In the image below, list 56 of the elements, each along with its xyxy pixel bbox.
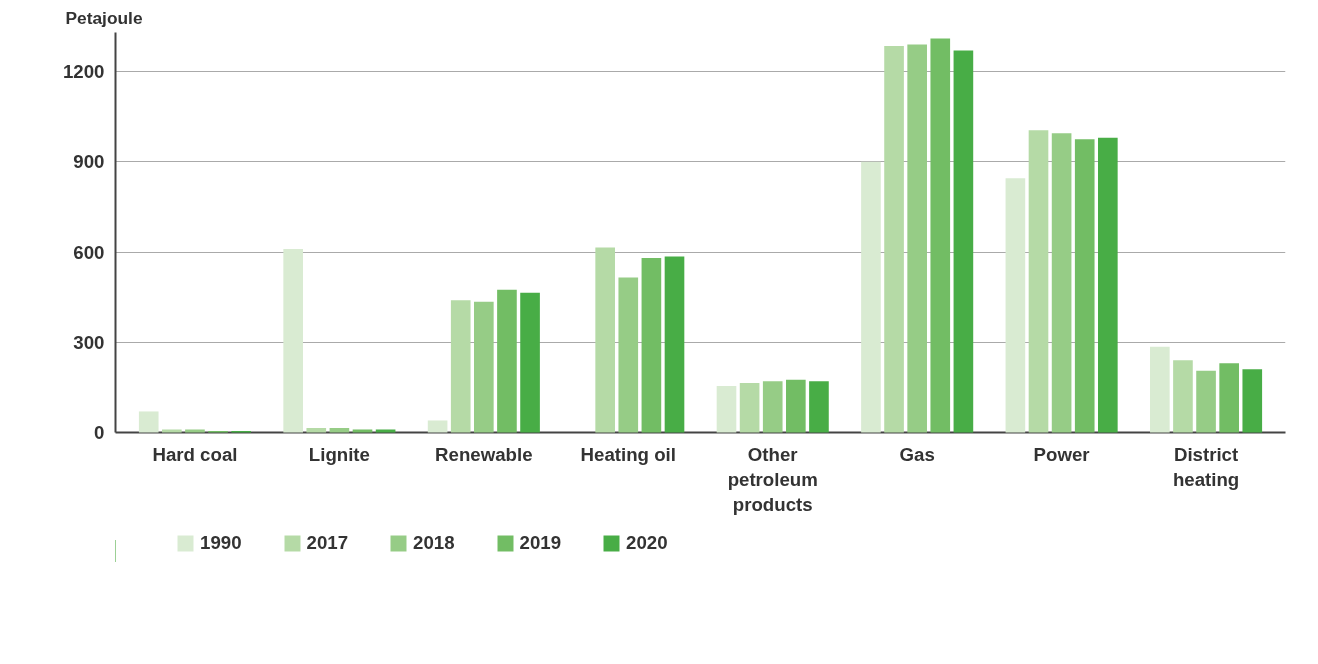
bar <box>283 249 303 433</box>
bar <box>306 427 327 433</box>
legend-label: 1990 <box>200 532 242 554</box>
bar <box>427 420 448 433</box>
bar <box>138 411 159 433</box>
bar <box>375 429 396 433</box>
x-tick-label: Heating oil <box>580 443 676 465</box>
legend-label: 2017 <box>306 532 349 554</box>
bar <box>716 385 737 433</box>
legend-label: 2018 <box>413 532 455 554</box>
bar <box>595 247 615 433</box>
y-tick-label: 1200 <box>63 61 105 83</box>
bar <box>786 379 806 433</box>
bar <box>907 44 927 433</box>
bar <box>352 429 373 433</box>
x-tick-label: Power <box>1033 443 1090 465</box>
bar <box>520 292 540 433</box>
y-tick-label: 900 <box>73 151 105 173</box>
bar <box>450 300 471 433</box>
bar <box>1098 137 1118 433</box>
bar <box>1028 130 1049 433</box>
x-tick-label: District heating <box>1172 443 1240 490</box>
y-axis-title: Petajoule <box>65 7 143 28</box>
bar <box>1196 370 1216 433</box>
bar <box>1051 133 1072 433</box>
bar <box>930 38 951 433</box>
bar <box>953 50 974 433</box>
y-tick-label: 0 <box>94 422 105 443</box>
bar <box>474 301 494 433</box>
x-tick-label: Lignite <box>308 443 370 465</box>
bar <box>1219 363 1239 433</box>
bar <box>1005 178 1026 433</box>
bar <box>185 429 205 433</box>
x-tick-label: Renewable <box>435 443 533 465</box>
bar <box>1150 346 1170 433</box>
bar <box>618 277 639 433</box>
bar <box>861 161 881 433</box>
bar <box>762 381 783 433</box>
legend-label: 2020 <box>626 532 668 554</box>
bar <box>497 289 517 433</box>
bar <box>162 429 182 433</box>
bar <box>664 256 685 433</box>
bar <box>1242 369 1263 433</box>
legend-label: 2019 <box>519 532 562 554</box>
x-tick-label: Gas <box>899 443 935 465</box>
bar <box>884 46 904 433</box>
bar <box>1074 139 1095 433</box>
x-tick-label: Other petroleum products <box>727 443 818 515</box>
bar <box>329 427 350 433</box>
x-tick-label: Hard coal <box>152 443 238 465</box>
bar <box>809 381 829 433</box>
y-tick-label: 300 <box>73 331 105 353</box>
y-tick-label: 600 <box>73 241 105 263</box>
bar <box>641 258 662 433</box>
bar <box>739 382 760 433</box>
bar <box>1173 360 1193 433</box>
